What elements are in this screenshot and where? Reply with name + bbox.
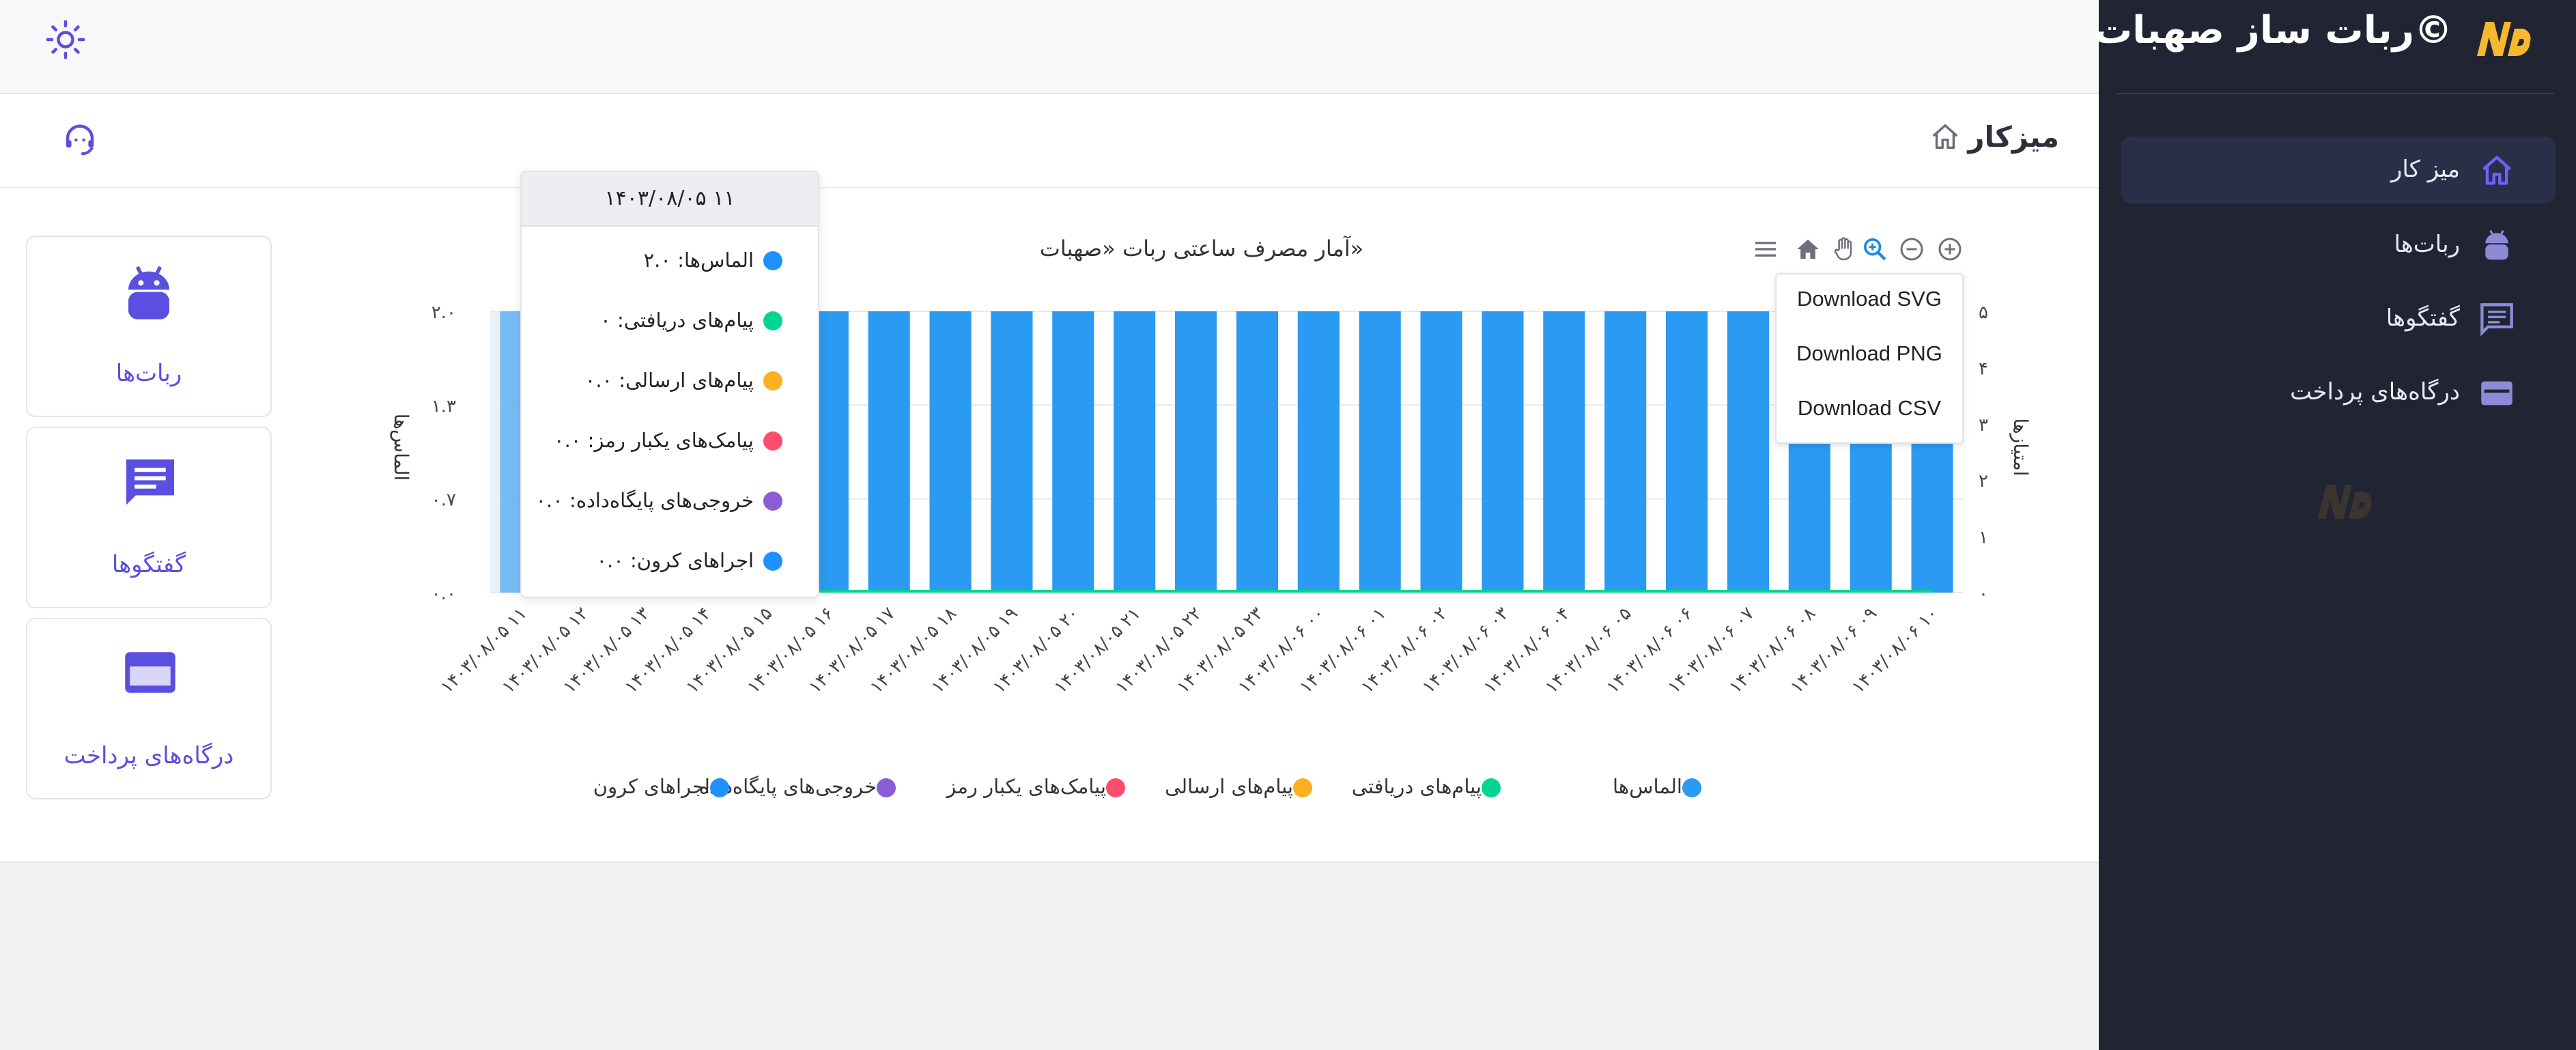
legend-dot[interactable] <box>1106 778 1125 797</box>
legend-item[interactable]: اجراهای کرون <box>593 775 710 798</box>
sidebar-item-label: گفتگوها <box>2386 304 2460 332</box>
top-bar <box>0 0 2099 94</box>
support-icon[interactable] <box>61 122 98 158</box>
y-tick-label: ۲ <box>1979 471 1988 492</box>
chart-title: آمار مصرف ساعتی ربات «صهبات» <box>1039 236 1364 261</box>
tooltip-row: پیامک‌های یکبار رمز: ۰.۰ <box>554 429 754 452</box>
tooltip-series-dot <box>763 431 782 451</box>
tooltip-series-dot <box>763 311 782 330</box>
legend-dot[interactable] <box>1293 778 1312 797</box>
zoom-out-icon[interactable] <box>1898 236 1925 263</box>
bar <box>1297 311 1340 593</box>
sidebar-item-label: ربات‌ها <box>2394 231 2460 258</box>
legend-dot[interactable] <box>1682 778 1701 797</box>
zoom-in-icon[interactable] <box>1936 236 1964 263</box>
legend-dot[interactable] <box>877 778 896 797</box>
bar <box>1114 311 1156 593</box>
tooltip-row: پیام‌های دریافتی: ۰ <box>600 309 754 332</box>
download-csv-item[interactable]: Download CSV <box>1797 396 1942 420</box>
bar <box>1666 311 1708 593</box>
y-axis-left-ticks: ۲.۰ ۱.۳ ۰.۷ ۰.۰ <box>431 302 456 604</box>
sidebar-item-label: درگاه‌های پرداخت <box>2290 378 2460 406</box>
y-axis-right-label: امتیازها <box>2009 418 2032 476</box>
tooltip-row: خروجی‌های پایگاه‌داده: ۰.۰ <box>535 489 754 512</box>
card-icon <box>125 652 175 693</box>
tooltip-row: الماس‌ها: ۲.۰ <box>643 249 754 272</box>
home-icon <box>2482 156 2511 185</box>
y-tick-label: ۵ <box>1979 302 1988 323</box>
brand-title: ربات ساز صهبات© <box>2093 8 2452 53</box>
legend-item[interactable]: پیام‌های ارسالی <box>1165 775 1293 798</box>
legend-dot[interactable] <box>710 778 729 797</box>
android-icon <box>128 266 169 320</box>
y-tick-label: ۳ <box>1979 415 1988 436</box>
tooltip-row: پیام‌های ارسالی: ۰.۰ <box>584 369 754 392</box>
bar <box>1175 311 1217 593</box>
tooltip-series-dot <box>763 552 782 571</box>
android-icon <box>2485 230 2508 260</box>
logo-watermark <box>2318 485 2372 519</box>
bar <box>1727 311 1769 593</box>
bar <box>1543 311 1585 593</box>
y-axis-left-label: الماس‌ها <box>390 414 412 481</box>
quick-link-label: ربات‌ها <box>115 360 182 387</box>
bar <box>868 311 910 593</box>
quick-link-chats[interactable]: گفتگوها <box>26 427 272 608</box>
tooltip-series-dot <box>763 251 782 270</box>
y-axis-right-ticks: ۵ ۴ ۳ ۲ ۱ ۰ <box>1979 302 1988 604</box>
y-tick-label: ۱ <box>1979 528 1988 548</box>
breadcrumb-bar: میزکار <box>0 94 2099 188</box>
y-tick-label: ۰.۷ <box>431 490 456 511</box>
brand-logo <box>2477 22 2531 56</box>
card-icon <box>2481 381 2513 406</box>
download-svg-item[interactable]: Download SVG <box>1797 287 1942 311</box>
zoom-selection-icon[interactable] <box>1861 236 1888 263</box>
bar <box>1052 311 1094 593</box>
tooltip-date: ۱۴۰۳/۰۸/۰۵ ۱۱ <box>522 172 818 227</box>
quick-link-label: درگاه‌های پرداخت <box>63 742 234 769</box>
y-tick-label: ۰ <box>1979 584 1988 604</box>
page-title: میزکار <box>1968 120 2059 154</box>
sidebar-item-chats[interactable]: گفتگوها <box>2121 285 2556 352</box>
sidebar-item-dashboard[interactable]: میز کار <box>2121 137 2556 203</box>
y-tick-label: ۱.۳ <box>431 396 456 416</box>
tooltip-series-dot <box>763 492 782 511</box>
bar <box>1236 311 1278 593</box>
bar <box>1604 311 1647 593</box>
sun-icon[interactable] <box>45 19 86 60</box>
legend-item[interactable]: پیام‌های دریافتی <box>1351 775 1482 798</box>
quick-link-payment-gateways[interactable]: درگاه‌های پرداخت <box>26 618 272 799</box>
quick-link-label: گفتگوها <box>111 551 186 578</box>
bar <box>1420 311 1462 593</box>
tooltip-series-dot <box>763 371 782 391</box>
chart-tooltip: ۱۴۰۳/۰۸/۰۵ ۱۱ الماس‌ها: ۲.۰ پیام‌های دری… <box>520 171 819 598</box>
reset-home-icon[interactable] <box>1794 236 1822 263</box>
bar <box>1359 311 1401 593</box>
legend-item[interactable]: الماس‌ها <box>1612 775 1682 798</box>
legend-item[interactable]: پیامک‌های یکبار رمز <box>946 775 1106 798</box>
menu-icon[interactable] <box>1752 236 1779 263</box>
download-png-item[interactable]: Download PNG <box>1796 341 1942 365</box>
home-icon[interactable] <box>1929 122 1961 153</box>
y-tick-label: ۴ <box>1979 358 1988 379</box>
sidebar-item-bots[interactable]: ربات‌ها <box>2121 212 2556 279</box>
quick-link-bots[interactable]: ربات‌ها <box>26 236 272 417</box>
bar <box>991 311 1033 593</box>
sidebar-item-payment-gateways[interactable]: درگاه‌های پرداخت <box>2121 359 2556 426</box>
bar <box>1482 311 1524 593</box>
bar <box>929 311 972 593</box>
chat-icon <box>2480 303 2513 337</box>
pan-hand-icon[interactable] <box>1831 236 1858 263</box>
y-tick-label: ۲.۰ <box>431 302 456 323</box>
tooltip-row: اجراهای کرون: ۰.۰ <box>596 549 754 572</box>
export-menu: Download SVG Download PNG Download CSV <box>1775 273 1964 444</box>
chat-icon <box>126 459 174 505</box>
sidebar-divider <box>2117 93 2553 94</box>
y-tick-label: ۰.۰ <box>431 584 456 604</box>
sidebar-item-label: میز کار <box>2390 156 2460 183</box>
legend-dot[interactable] <box>1482 778 1501 797</box>
